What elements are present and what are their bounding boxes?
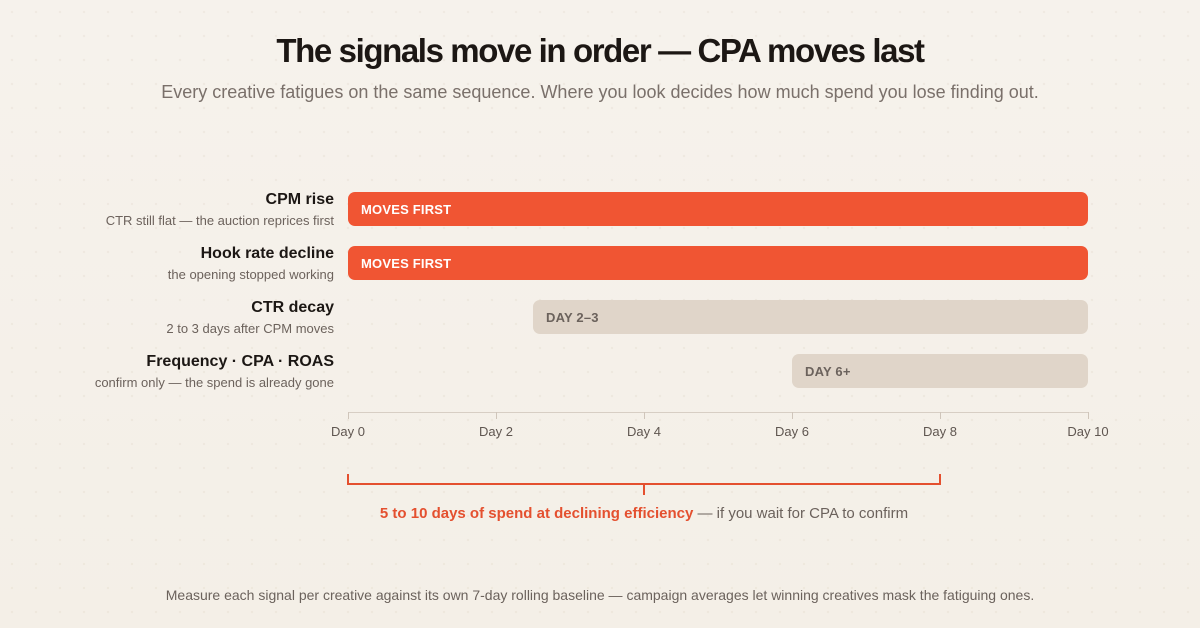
callout-emphasis: 5 to 10 days of spend at declining effic…	[379, 505, 694, 522]
chart-title: The signals move in order — CPA moves la…	[276, 32, 925, 69]
bar-label: MOVES FIRST	[361, 255, 452, 271]
chart-subtitle: Every creative fatigues on the same sequ…	[161, 82, 1039, 102]
timeline-bar: DAY 6+	[792, 354, 1088, 388]
bar-label: DAY 2–3	[546, 309, 599, 325]
spend-range-bracket	[347, 474, 941, 495]
x-tick-label: Day 0	[331, 424, 365, 439]
row-label: Hook rate decline the opening stopped wor…	[14, 244, 334, 284]
x-tick	[1088, 412, 1089, 419]
row-label: CTR decay 2 to 3 days after CPM moves	[14, 298, 334, 338]
spend-callout: 5 to 10 days of spend at declining effic…	[0, 505, 1200, 522]
signal-note: CTR still flat — the auction reprices fi…	[105, 213, 334, 228]
x-tick	[496, 412, 497, 419]
x-axis-line	[348, 412, 1088, 413]
signal-name: CPM rise	[265, 191, 334, 208]
signal-note: the opening stopped working	[167, 267, 334, 282]
bracket-line	[347, 474, 941, 495]
x-tick-label: Day 4	[627, 424, 661, 439]
signal-name: Frequency · CPA · ROAS	[146, 353, 334, 370]
bar-label: DAY 6+	[805, 363, 851, 379]
footer-note: Measure each signal per creative against…	[165, 587, 1035, 603]
row-label: Frequency · CPA · ROAS confirm only — the…	[14, 352, 334, 392]
x-tick-label: Day 10	[1067, 424, 1109, 439]
timeline-bar: DAY 2–3	[533, 300, 1088, 334]
x-tick-label: Day 2	[479, 424, 513, 439]
x-tick	[792, 412, 793, 419]
x-tick	[940, 412, 941, 419]
signal-name: CTR decay	[251, 299, 334, 316]
bar-label: MOVES FIRST	[361, 201, 452, 217]
callout-rest: — if you wait for CPA to confirm	[693, 505, 909, 522]
signal-note: 2 to 3 days after CPM moves	[166, 321, 334, 336]
x-tick-label: Day 8	[923, 424, 957, 439]
timeline-bar: MOVES FIRST	[348, 246, 1088, 280]
x-tick	[348, 412, 349, 419]
row-label: CPM rise CTR still flat — the auction rep…	[14, 190, 334, 230]
x-tick	[644, 412, 645, 419]
signal-name: Hook rate decline	[200, 245, 334, 262]
signal-note: confirm only — the spend is already gone	[94, 375, 334, 390]
x-tick-label: Day 6	[775, 424, 809, 439]
timeline-bar: MOVES FIRST	[348, 192, 1088, 226]
